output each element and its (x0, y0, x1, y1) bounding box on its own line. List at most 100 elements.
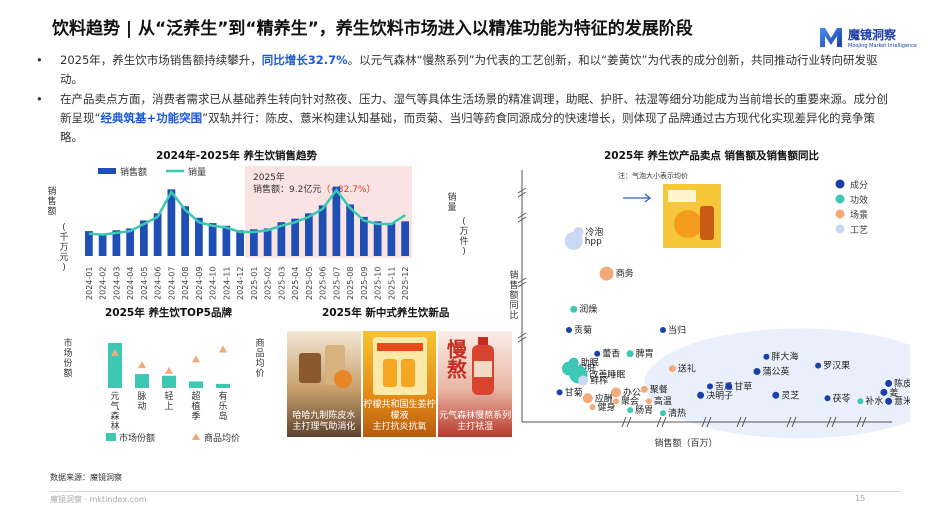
y-right-unit: (万件) (459, 217, 468, 257)
x-tick-label: 2025-11 (387, 267, 396, 300)
bubble-label: 决明子 (706, 389, 733, 401)
y-left-unit: (千万元) (59, 223, 68, 273)
bubble-point (594, 350, 601, 357)
price-marker (219, 345, 227, 353)
ginger-lemon-box-icon (372, 337, 427, 395)
y-left-label: 销售额 (47, 185, 56, 217)
bubble-point (627, 407, 634, 414)
bubble-point (570, 305, 578, 313)
bubble-label: 鲜榨 (590, 374, 608, 386)
legend-swatch (835, 194, 845, 204)
data-source: 数据来源：魔镜洞察 (50, 473, 122, 482)
bubble-label: 润燥 (579, 303, 597, 315)
y-right-label: 商品均价 (255, 337, 264, 379)
bubble-label: 健身 (598, 401, 616, 413)
x-tick-label: 2024-11 (222, 267, 231, 300)
x-tick-label: 2025-12 (401, 267, 410, 300)
bubble-label: 改善睡眠 (589, 369, 625, 381)
bar-sales (126, 228, 134, 256)
bubble-label: 胖大海 (771, 351, 798, 363)
product-card: 柠檬共和国生姜柠檬液 主打抗炎抗氧 (362, 331, 437, 437)
product-card: 哈哈九制陈皮水 主打理气助消化 (287, 331, 361, 437)
bubble-label: 薏米 (894, 395, 910, 407)
bubble-label: 蒲公英 (763, 366, 790, 378)
bubble-point (763, 353, 770, 360)
bar-sales (401, 221, 409, 256)
footer-divider (50, 491, 900, 492)
x-tick-label: 超植季 (191, 390, 200, 422)
x-tick-label: 脉动 (137, 390, 146, 412)
bar-sales (305, 213, 313, 256)
x-tick-label: 2024-01 (85, 267, 94, 300)
page-number: 15 (855, 494, 866, 503)
x-tick-label: 2025-06 (319, 267, 328, 300)
bar-share (135, 374, 149, 388)
x-axis-label: 销售额（百万） (654, 437, 717, 449)
x-tick-label: 2024-05 (140, 267, 149, 300)
bar-sales (250, 229, 258, 256)
bubble-point (824, 395, 831, 402)
bubble-point (599, 266, 614, 281)
logo-name-cn: 魔镜洞察 (848, 27, 897, 42)
price-marker (111, 348, 119, 356)
x-tick-label: 2024-07 (167, 267, 176, 300)
bubble-label: 脾胃 (636, 348, 654, 360)
trend-chart-title: 2024年-2025年 养生饮销售趋势 (156, 150, 317, 162)
product-caption: 元气森林慢熬系列 主打祛湿 (438, 411, 512, 433)
price-marker (192, 355, 200, 363)
bubble-label: 清热 (668, 407, 686, 419)
bubble-label: 当归 (668, 324, 686, 336)
x-tick-label: 2024-12 (236, 267, 245, 300)
product-brand-char: 慢熬 (443, 339, 468, 379)
bubble-point (697, 391, 705, 399)
x-tick-label: 2025-04 (291, 267, 300, 300)
bubble-point (753, 368, 761, 376)
bullet-highlight: 经典筑基+功能突围 (100, 111, 203, 125)
tea-cup-icon (299, 345, 352, 388)
product-card: 慢熬 元气森林慢熬系列 主打祛湿 (438, 331, 513, 437)
series-line-volume (88, 188, 406, 236)
bar-sales (181, 206, 189, 256)
legend-swatch (835, 224, 845, 234)
bubble-point (660, 410, 666, 417)
cluster-highlight (644, 328, 910, 439)
bubble-point (645, 398, 652, 405)
callout-year: 2025年 (253, 171, 285, 183)
x-tick-label: 2025-03 (277, 267, 286, 300)
axis-break (856, 416, 867, 428)
bar-share (189, 381, 203, 388)
product-name: 元气森林慢熬系列 (439, 411, 512, 421)
axis-break (517, 212, 527, 223)
bubble-label: hpp (585, 237, 602, 247)
top5-chart-title: 2025年 养生饮TOP5品牌 (105, 307, 232, 319)
bubble-label: 甘菊 (565, 386, 583, 398)
bar-sales (373, 221, 382, 256)
bubble-label: 助眠 (581, 357, 599, 369)
bar-sales (85, 231, 93, 256)
bubble-label: 送礼 (678, 363, 696, 375)
bar-sales (140, 220, 148, 256)
x-tick-label: 2025-02 (264, 267, 273, 300)
legend-price-swatch (192, 433, 200, 440)
products-title: 2025年 新中式养生饮新品 (322, 307, 450, 319)
bubble-label: 蕾香 (602, 348, 620, 360)
product-name: 哈哈九制陈皮水 (292, 411, 356, 421)
bubble-label: 罗汉果 (823, 361, 850, 372)
product-gallery: 哈哈九制陈皮水 主打理气助消化 柠檬共和国生姜柠檬液 主打抗炎抗氧 慢熬 (287, 331, 514, 437)
axis-break (786, 416, 797, 428)
bubble-point (640, 385, 648, 393)
x-tick-label: 2024-08 (181, 267, 190, 300)
product-caption: 柠檬共和国生姜柠檬液 主打抗炎抗氧 (363, 400, 437, 433)
bubble-point (611, 387, 621, 398)
bubble-label: 茯苓 (833, 392, 851, 404)
bar-sales (236, 230, 244, 256)
bubble-label: 聚会 (621, 395, 639, 407)
x-tick-label: 2025-09 (360, 267, 369, 300)
bar-sales (332, 186, 341, 256)
bar-sales (208, 223, 217, 256)
bubble-point (589, 404, 596, 411)
x-tick-label: 轻上 (164, 390, 173, 412)
bubble-point (564, 231, 583, 250)
